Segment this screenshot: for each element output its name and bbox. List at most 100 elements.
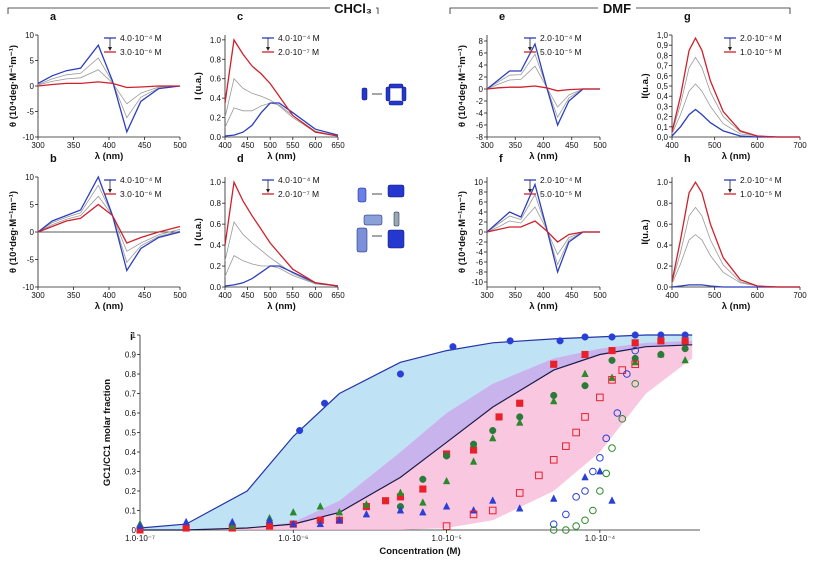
data-point	[608, 347, 616, 355]
x-tick-label: 300	[31, 141, 45, 150]
y-tick-label: 0.0	[210, 133, 222, 142]
y-tick-label: 0.4	[125, 448, 137, 457]
y-tick-label: 0,8	[657, 51, 669, 60]
x-tick-label: 350	[509, 291, 523, 300]
x-tick-label: 500	[708, 141, 722, 150]
data-point	[608, 356, 616, 364]
data-point	[289, 507, 297, 516]
legend-label: 2.0·10⁻⁴ M	[740, 175, 782, 185]
y-tick-label: 1.0	[210, 178, 222, 187]
x-tick-label: 1.0·10⁻⁵	[431, 534, 461, 543]
legend-label: 4.0·10⁻⁴ M	[120, 175, 162, 185]
y-tick-label: 10	[25, 173, 34, 182]
spectrum-line	[37, 57, 181, 119]
data-point	[596, 487, 604, 495]
y-tick-label: 1.0	[210, 36, 222, 45]
panel-letter: b	[50, 153, 57, 165]
y-tick-label: 0.2	[210, 114, 222, 123]
y-tick-label: 0,2	[657, 113, 669, 122]
y-tick-label: 0,0	[657, 133, 669, 142]
x-tick-label: 500	[593, 291, 607, 300]
spectrum-line	[486, 206, 600, 256]
data-point	[572, 493, 580, 501]
x-tick-label: 600	[751, 141, 765, 150]
data-point	[316, 502, 324, 510]
x-tick-label: 450	[241, 141, 255, 150]
x-tick-label: 450	[565, 291, 579, 300]
x-tick-label: 550	[286, 141, 300, 150]
y-tick-label: 2	[479, 73, 484, 82]
spectrum-line	[37, 69, 181, 105]
spectrum-line	[224, 102, 339, 137]
data-point	[442, 522, 451, 530]
data-point	[419, 498, 427, 506]
panel: h 400 500 600 700 0.0 0.2 0.4 0.6 0.8 1.0 λ (nm) I(u…	[640, 153, 807, 312]
y-tick-label: 0,3	[657, 102, 669, 111]
y-tick-label: 0.3	[125, 468, 137, 477]
y-tick-label: -5	[27, 108, 35, 117]
legend-label: 1.0·10⁻⁵ M	[740, 47, 782, 57]
data-point	[631, 339, 639, 347]
x-tick-label: 400	[665, 291, 679, 300]
panel: d 400 450 500 550 600 650 0.0 0.2 0.4 0.6 0.8 1.0 λ (…	[193, 153, 345, 312]
panel-letter: d	[237, 153, 244, 165]
fit-curve	[140, 344, 693, 531]
x-tick-label: 400	[102, 291, 116, 300]
data-point	[608, 376, 616, 384]
data-point	[549, 520, 558, 528]
y-tick-label: 0.5	[125, 429, 137, 438]
x-tick-label: 700	[793, 291, 807, 300]
data-point	[289, 519, 297, 528]
x-axis-label: λ (nm)	[529, 301, 558, 312]
data-point	[443, 452, 451, 460]
data-point	[581, 369, 589, 377]
data-point	[681, 345, 689, 353]
data-point	[631, 360, 639, 369]
x-axis-label: λ (nm)	[267, 151, 296, 162]
data-point	[136, 521, 144, 530]
y-tick-label: 2	[479, 218, 484, 227]
x-tick-label: 600	[751, 291, 765, 300]
y-tick-label: 0.4	[210, 241, 222, 250]
x-tick-label: 400	[537, 141, 551, 150]
y-tick-label: 0.8	[210, 55, 222, 64]
legend-label: 2.0·10⁻⁷ M	[278, 189, 319, 199]
x-tick-label: 400	[537, 291, 551, 300]
y-axis-label: I(u.a.)	[640, 219, 651, 244]
spectrum-line	[486, 182, 600, 275]
data-point	[516, 413, 524, 421]
data-point	[596, 393, 604, 402]
data-point	[419, 475, 427, 483]
data-point	[657, 337, 665, 345]
data-point	[382, 497, 390, 505]
legend-arrowhead	[728, 47, 732, 51]
data-point	[362, 509, 371, 518]
data-point	[657, 350, 665, 359]
y-tick-label: -4	[476, 248, 484, 257]
spectrum-line	[37, 195, 181, 252]
panel-letter: a	[50, 11, 57, 23]
x-tick-label: 400	[218, 141, 232, 150]
panel-letter: c	[237, 11, 243, 23]
x-tick-label: 350	[67, 141, 81, 150]
legend-label: 4.0·10⁻⁴ M	[120, 33, 162, 43]
y-tick-label: 0.9	[125, 351, 137, 360]
x-tick-label: 550	[286, 291, 300, 300]
y-tick-label: 6	[479, 198, 484, 207]
spectrum-line	[486, 42, 600, 127]
x-tick-label: 300	[31, 291, 45, 300]
y-tick-label: 1.0	[657, 178, 669, 187]
y-tick-label: -6	[476, 258, 484, 267]
data-point	[581, 472, 589, 481]
y-axis-label: θ (10⁴deg·M⁻¹m⁻¹)	[8, 191, 19, 273]
legend-arrowhead	[528, 47, 532, 51]
data-point	[602, 469, 611, 478]
y-tick-label: 0	[132, 526, 137, 535]
data-point	[396, 506, 405, 514]
legend-arrowhead	[266, 189, 270, 193]
data-point	[419, 485, 427, 493]
y-tick-label: 0.8	[657, 199, 669, 208]
spectrum-line	[486, 65, 600, 108]
y-tick-label: -10	[471, 278, 483, 287]
y-axis-label: I (u.a.)	[193, 218, 204, 246]
